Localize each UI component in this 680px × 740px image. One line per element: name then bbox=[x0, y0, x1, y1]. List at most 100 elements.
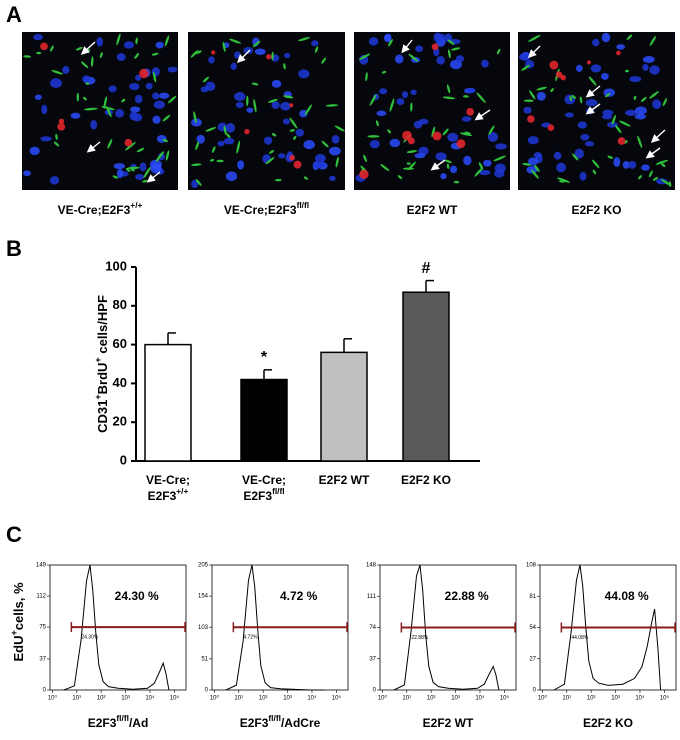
text-part: E2F3 bbox=[148, 489, 177, 503]
vessel bbox=[162, 139, 169, 143]
vessel bbox=[638, 175, 642, 180]
nucleus bbox=[23, 170, 31, 177]
y-tick-label: 0 bbox=[373, 688, 377, 694]
nucleus bbox=[629, 76, 642, 83]
nucleus bbox=[90, 119, 98, 130]
vessel bbox=[446, 163, 450, 170]
nucleus bbox=[642, 55, 655, 64]
vessel bbox=[246, 95, 249, 107]
nucleus bbox=[223, 137, 235, 145]
superscript: fl/fl bbox=[116, 713, 129, 723]
nucleus bbox=[129, 83, 140, 91]
gate-label: 44.08% bbox=[571, 635, 589, 641]
vessel bbox=[112, 175, 119, 179]
nucleus bbox=[225, 171, 238, 182]
panel-label: B bbox=[6, 236, 22, 261]
vessel bbox=[252, 40, 261, 48]
gate-label: 4.72% bbox=[243, 635, 258, 641]
nucleus bbox=[368, 37, 379, 46]
arrow bbox=[585, 85, 601, 98]
vessel bbox=[397, 175, 403, 180]
vessel bbox=[121, 98, 126, 103]
text-part: EdU bbox=[11, 636, 26, 662]
nucleus bbox=[145, 82, 153, 90]
vessel bbox=[474, 167, 484, 177]
x-tick-label: E2F2 KO bbox=[401, 473, 451, 487]
nucleus bbox=[123, 41, 134, 49]
red-cell bbox=[547, 124, 555, 131]
x-axis-label: E2F2 KO bbox=[583, 716, 633, 730]
nucleus bbox=[601, 113, 613, 120]
nucleus bbox=[385, 33, 392, 43]
x-tick-label: 10⁰ bbox=[538, 695, 548, 702]
red-cell bbox=[266, 54, 272, 60]
nucleus bbox=[415, 45, 424, 53]
nucleus bbox=[656, 178, 668, 185]
vessel bbox=[274, 178, 282, 182]
vessel bbox=[289, 117, 298, 129]
x-tick-label: 10⁵ bbox=[660, 695, 670, 702]
red-cell bbox=[289, 154, 295, 161]
nucleus bbox=[299, 109, 308, 118]
text-part: E2F3 bbox=[240, 716, 269, 730]
nucleus bbox=[152, 115, 161, 124]
y-tick-label: 27 bbox=[529, 656, 536, 662]
nucleus bbox=[152, 92, 160, 100]
nucleus bbox=[585, 99, 598, 107]
vessel bbox=[624, 69, 629, 73]
x-tick-label: 10³ bbox=[451, 696, 460, 702]
nucleus bbox=[600, 72, 609, 80]
nucleus bbox=[159, 92, 170, 99]
vessel bbox=[23, 55, 32, 58]
nucleus bbox=[414, 152, 426, 159]
vessel bbox=[127, 166, 140, 170]
vessel bbox=[649, 91, 659, 99]
nucleus bbox=[601, 32, 611, 43]
x-tick-label: 10¹ bbox=[234, 696, 243, 702]
vessel bbox=[130, 168, 135, 172]
y-tick-label: 154 bbox=[198, 594, 209, 600]
vessel bbox=[649, 35, 656, 46]
x-tick-label: E2F2 WT bbox=[319, 473, 370, 487]
text-part: VE-Cre;E2F3 bbox=[224, 203, 297, 217]
vessel bbox=[190, 50, 199, 58]
nucleus bbox=[191, 179, 199, 189]
vessel bbox=[80, 61, 89, 69]
red-cell bbox=[466, 108, 474, 116]
vessel bbox=[559, 180, 566, 183]
nucleus bbox=[533, 152, 542, 159]
nucleus bbox=[234, 92, 246, 102]
nucleus bbox=[556, 162, 566, 173]
vessel bbox=[103, 96, 107, 109]
arrow bbox=[645, 147, 661, 159]
nucleus bbox=[208, 56, 215, 64]
vessel bbox=[152, 71, 157, 83]
nucleus bbox=[331, 135, 340, 144]
vessel bbox=[116, 33, 121, 46]
y-tick-label: 51 bbox=[201, 656, 208, 662]
vessel bbox=[531, 169, 539, 179]
nucleus bbox=[483, 159, 492, 167]
nucleus bbox=[70, 112, 81, 119]
vessel bbox=[289, 129, 296, 132]
vessel bbox=[195, 141, 200, 151]
nucleus bbox=[395, 54, 404, 64]
nucleus bbox=[466, 87, 476, 93]
vessel bbox=[389, 98, 395, 112]
nucleus bbox=[652, 99, 662, 110]
vessel bbox=[83, 96, 87, 101]
bar bbox=[402, 291, 450, 462]
vessel bbox=[476, 92, 486, 104]
nucleus bbox=[313, 162, 324, 169]
nucleus bbox=[440, 173, 447, 180]
vessel bbox=[607, 155, 614, 159]
nucleus bbox=[282, 118, 290, 125]
x-tick-label: E2F3+/+ bbox=[148, 486, 189, 503]
image-caption: VE-Cre;E2F3fl/fl bbox=[224, 200, 309, 217]
nucleus bbox=[613, 157, 621, 167]
nucleus bbox=[487, 132, 499, 142]
vessel bbox=[335, 156, 339, 168]
vessel bbox=[381, 70, 387, 74]
superscript: fl/fl bbox=[268, 713, 281, 723]
histogram-curve bbox=[225, 564, 324, 691]
